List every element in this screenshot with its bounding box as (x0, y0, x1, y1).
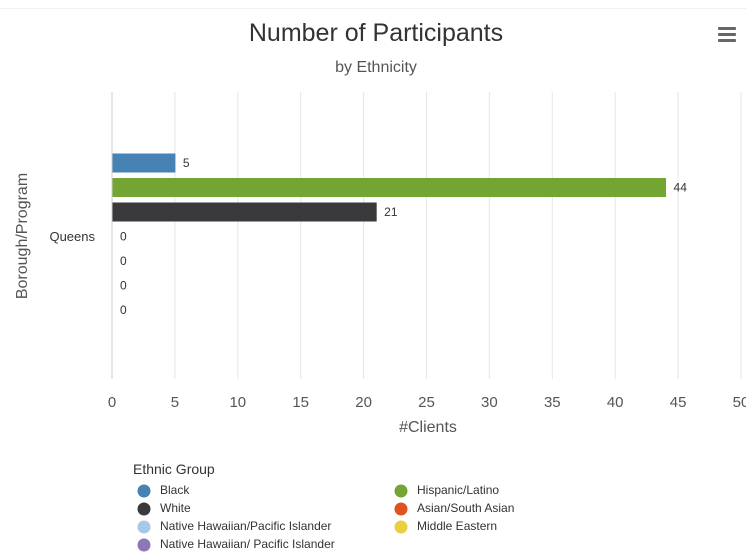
legend-label: Native Hawaiian/ Pacific Islander (160, 537, 335, 551)
bar (112, 202, 377, 222)
data-label: 0 (120, 230, 127, 244)
y-category-label: Queens (49, 229, 95, 244)
y-category-labels: Queens (49, 229, 95, 244)
x-tick-label: 50 (733, 394, 746, 411)
x-tick-label: 20 (355, 394, 372, 411)
legend-marker (137, 484, 151, 498)
x-tick-label: 0 (108, 394, 116, 411)
legend-marker (137, 502, 151, 516)
legend-title: Ethnic Group (133, 461, 215, 477)
x-tick-label: 30 (481, 394, 498, 411)
data-label: 0 (120, 279, 127, 293)
legend-marker (394, 520, 408, 534)
legend-marker (394, 502, 408, 516)
x-tick-label: 25 (418, 394, 435, 411)
x-tick-label: 15 (292, 394, 309, 411)
legend-label: Black (160, 483, 190, 497)
x-tick-labels: 0 5 10 15 20 25 30 35 40 45 50 (108, 394, 746, 411)
legend-item[interactable]: Black (137, 483, 191, 498)
legend-label: Asian/South Asian (417, 501, 514, 515)
x-tick-label: 45 (670, 394, 687, 411)
x-tick-label: 5 (171, 394, 179, 411)
legend-label: Native Hawaiian/Pacific Islander (160, 519, 331, 533)
legend-label: Hispanic/Latino (417, 483, 499, 497)
x-tick-label: 35 (544, 394, 561, 411)
y-axis-title: Borough/Program (14, 173, 31, 299)
legend-marker (394, 484, 408, 498)
data-label: 5 (183, 156, 190, 170)
data-label: 0 (120, 254, 127, 268)
legend-item[interactable]: Hispanic/Latino (394, 483, 500, 498)
legend-label: White (160, 501, 191, 515)
legend-item[interactable]: Native Hawaiian/Pacific Islander (137, 519, 332, 534)
bars (112, 153, 667, 222)
grid-lines (111, 92, 742, 379)
chart-menu-button[interactable] (716, 25, 738, 45)
legend-marker (137, 538, 151, 552)
chart-subtitle: by Ethnicity (335, 59, 417, 76)
legend-item[interactable]: Asian/South Asian (394, 501, 515, 516)
data-label: 0 (120, 303, 127, 317)
legend-marker (137, 520, 151, 534)
data-label: 21 (384, 205, 398, 219)
x-axis-title: #Clients (399, 419, 457, 436)
x-tick-label: 40 (607, 394, 624, 411)
legend: Black Hispanic/Latino White Asian/South Asi… (137, 483, 515, 552)
hamburger-menu-icon-bar (718, 33, 736, 36)
hamburger-menu-icon (718, 27, 736, 30)
legend-label: Middle Eastern (417, 519, 497, 533)
data-labels: 5 44 21 0 0 0 0 (120, 156, 687, 317)
data-label: 44 (674, 181, 688, 195)
hamburger-menu-icon-bar (718, 39, 736, 42)
top-divider (0, 8, 746, 9)
bar (112, 178, 667, 197)
x-tick-label: 10 (229, 394, 246, 411)
chart-title: Number of Participants (249, 19, 503, 47)
legend-item[interactable]: Native Hawaiian/ Pacific Islander (137, 537, 335, 552)
bar (112, 153, 176, 173)
legend-item[interactable]: White (137, 501, 192, 516)
legend-item[interactable]: Middle Eastern (394, 519, 498, 534)
